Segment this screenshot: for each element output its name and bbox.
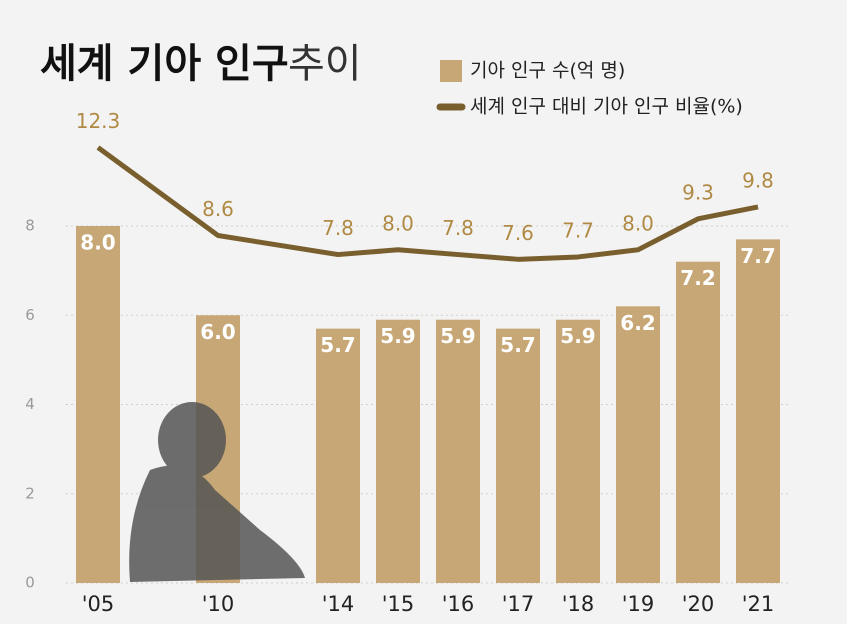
line-value-label: 12.3 xyxy=(76,109,121,133)
bar-value-label: 6.2 xyxy=(620,311,655,335)
x-tick-label: '17 xyxy=(502,592,535,616)
bar xyxy=(736,239,780,583)
line-value-label: 7.7 xyxy=(562,218,594,242)
line-value-label: 8.6 xyxy=(202,197,234,221)
bar xyxy=(376,319,420,583)
bar-value-label: 5.9 xyxy=(440,324,475,348)
bar xyxy=(556,319,600,583)
line-value-label: 9.3 xyxy=(682,180,714,204)
line-value-label: 9.8 xyxy=(742,168,774,192)
line xyxy=(96,145,759,262)
y-tick-label: 6 xyxy=(25,306,35,324)
y-tick-label: 0 xyxy=(25,574,35,592)
line-value-label: 7.8 xyxy=(442,216,474,240)
line-value-label: 7.6 xyxy=(502,221,534,245)
bar-value-label: 7.2 xyxy=(680,266,715,290)
y-tick-label: 2 xyxy=(25,484,35,502)
bar-value-label: 8.0 xyxy=(80,231,115,255)
x-tick-label: '20 xyxy=(682,592,715,616)
x-tick-label: '19 xyxy=(622,592,655,616)
silhouette xyxy=(129,402,305,582)
y-tick-label: 8 xyxy=(25,217,35,235)
bar xyxy=(496,328,540,583)
x-tick-label: '14 xyxy=(322,592,355,616)
bar-value-label: 5.9 xyxy=(380,324,415,348)
bar xyxy=(676,261,720,583)
x-tick-label: '10 xyxy=(202,592,235,616)
line-value-label: 8.0 xyxy=(622,211,654,235)
legend-label: 세계 인구 대비 기아 인구 비율(%) xyxy=(470,96,743,118)
chart-title: 세계 기아 인구 xyxy=(40,41,289,87)
bar xyxy=(616,306,660,583)
line-value-label: 8.0 xyxy=(382,211,414,235)
x-tick-label: '05 xyxy=(82,592,115,616)
x-tick-label: '18 xyxy=(562,592,595,616)
legend-swatch xyxy=(440,60,462,82)
bar xyxy=(316,328,360,583)
y-tick-label: 4 xyxy=(25,395,35,413)
bar-value-label: 7.7 xyxy=(740,244,775,268)
x-tick-label: '15 xyxy=(382,592,415,616)
bar-value-label: 6.0 xyxy=(200,320,235,344)
bar xyxy=(76,226,120,583)
bar-value-label: 5.7 xyxy=(320,333,355,357)
x-tick-label: '16 xyxy=(442,592,475,616)
legend-label: 기아 인구 수(억 명) xyxy=(470,60,625,82)
chart-subtitle: 추이 xyxy=(288,41,362,87)
bar xyxy=(436,319,480,583)
line-value-label: 7.8 xyxy=(322,216,354,240)
bar-value-label: 5.9 xyxy=(560,324,595,348)
bar-value-label: 5.7 xyxy=(500,333,535,357)
x-tick-label: '21 xyxy=(742,592,775,616)
